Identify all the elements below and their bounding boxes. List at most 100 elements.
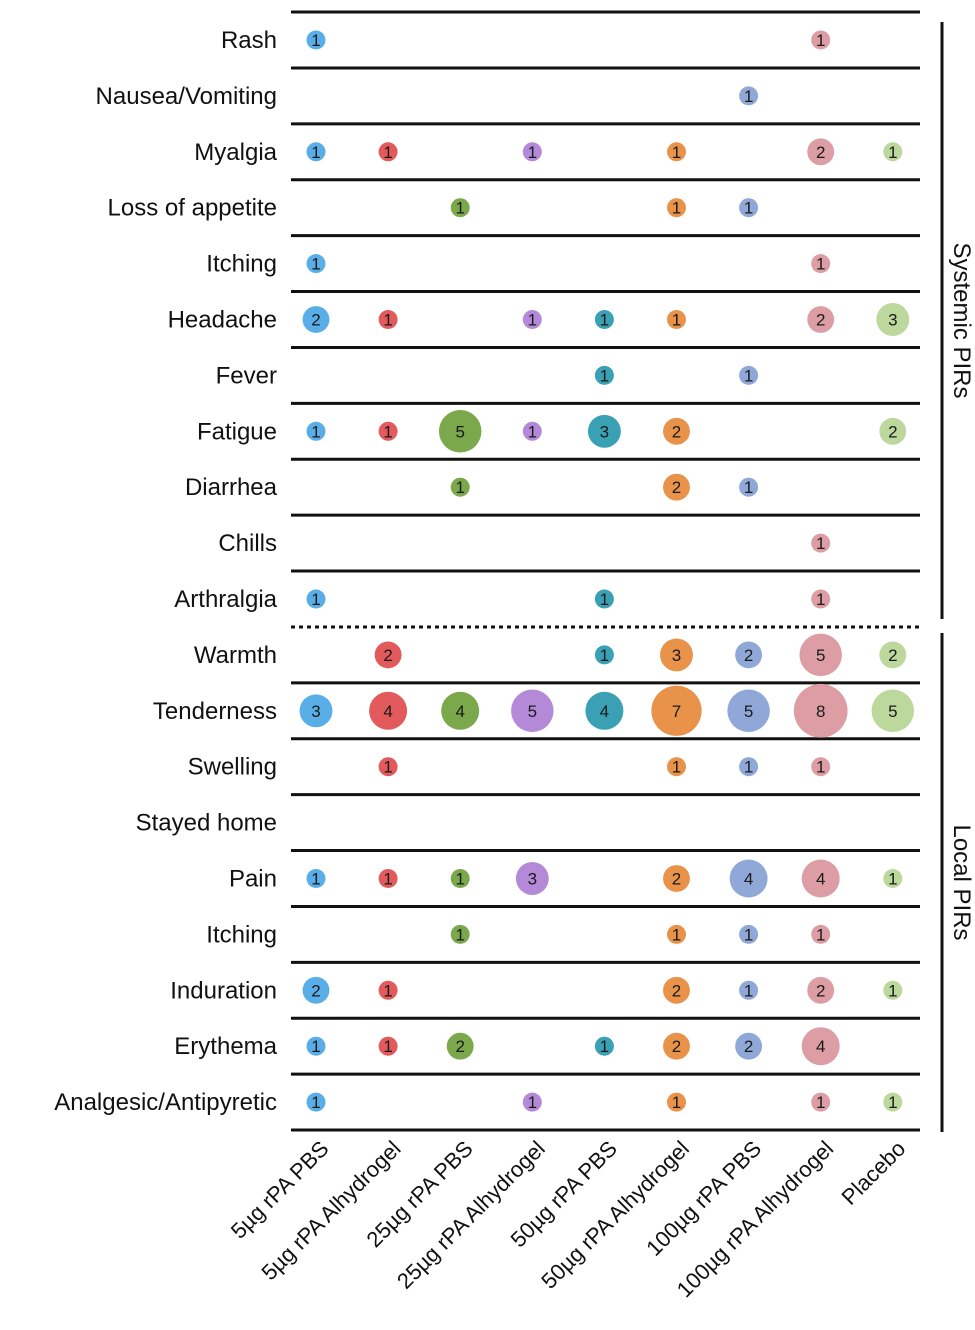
bubble-fatigue-5-g-rpa-pbs	[306, 421, 326, 441]
bubble-headache-50-g-rpa-alhydrogel	[667, 310, 686, 329]
bubble-value-label: 1	[744, 478, 753, 497]
bubble-pain-100-g-rpa-pbs	[729, 859, 768, 898]
bubble-value-label: 3	[528, 870, 537, 889]
row-label-fatigue: Fatigue	[197, 418, 277, 445]
row-label-warmth: Warmth	[194, 642, 277, 669]
bubble-value-label: 1	[816, 1093, 825, 1112]
bubble-itching-25-g-rpa-pbs	[450, 924, 470, 944]
bubble-arthralgia-50-g-rpa-pbs	[594, 589, 614, 609]
bubble-analgesic-antipyretic-5-g-rpa-pbs	[306, 1092, 326, 1112]
bubble-value-label: 1	[744, 199, 753, 218]
bubble-value-label: 1	[311, 870, 320, 889]
bubble-loss-of-appetite-25-g-rpa-pbs	[450, 198, 470, 218]
bubble-value-label: 2	[888, 646, 897, 665]
bubble-itching-100-g-rpa-alhydrogel	[811, 924, 831, 944]
row-label-rash: Rash	[221, 27, 277, 54]
bubble-value-label: 4	[816, 870, 825, 889]
column-label-placebo: Placebo	[836, 1136, 910, 1210]
bubble-value-label: 1	[383, 311, 392, 330]
bubble-erythema-100-g-rpa-pbs	[735, 1032, 763, 1060]
row-labels: Rash Nausea/Vomiting Myalgia Loss of appeti…	[54, 27, 277, 1116]
bubble-value-label: 4	[383, 702, 392, 721]
bubble-pain-5-g-rpa-pbs	[306, 869, 326, 888]
row-label-diarrhea: Diarrhea	[185, 474, 278, 501]
bubble-myalgia-50-g-rpa-alhydrogel	[667, 142, 686, 162]
bubble-fatigue-50-g-rpa-alhydrogel	[663, 417, 690, 445]
bubble-value-label: 1	[383, 981, 392, 1000]
bubble-value-label: 2	[311, 311, 320, 330]
bubble-value-label: 1	[672, 1093, 681, 1112]
bubble-value-label: 1	[816, 758, 825, 777]
bubble-value-label: 1	[383, 1037, 392, 1056]
bubble-value-label: 1	[383, 143, 392, 162]
bubble-loss-of-appetite-100-g-rpa-pbs	[739, 198, 759, 218]
bubble-tenderness-50-g-rpa-pbs	[585, 691, 624, 730]
bubble-pain-50-g-rpa-alhydrogel	[663, 865, 690, 892]
bubble-headache-50-g-rpa-pbs	[594, 310, 614, 329]
bubble-value-label: 1	[528, 311, 537, 330]
bubble-rash-5-g-rpa-pbs	[306, 30, 326, 50]
bubble-value-label: 2	[672, 870, 681, 889]
bubble-fatigue-25-g-rpa-pbs	[438, 410, 482, 453]
bubble-swelling-5-g-rpa-alhydrogel	[378, 757, 398, 777]
bubble-value-label: 1	[744, 87, 753, 106]
bubble-value-label: 1	[672, 925, 681, 944]
bubble-headache-25-g-rpa-alhydrogel	[522, 310, 542, 329]
bubble-value-label: 3	[600, 422, 609, 441]
bubble-induration-50-g-rpa-alhydrogel	[663, 976, 690, 1004]
bubble-value-label: 1	[311, 1093, 320, 1112]
row-label-headache: Headache	[168, 307, 277, 334]
bubbles: 1 1 1 1 1 1 1 2 1 1 1 1 1 1 2 1 1 1 1 2 3 1 1 1 1 5 1 3 2 2 1 2 1 1 1 1 1 2 1 3…	[299, 30, 915, 1112]
bubble-tenderness-50-g-rpa-alhydrogel	[651, 685, 702, 736]
bubble-value-label: 5	[455, 422, 464, 441]
bubble-value-label: 2	[888, 422, 897, 441]
bubble-itching-100-g-rpa-pbs	[739, 924, 759, 944]
row-label-swelling: Swelling	[188, 754, 277, 781]
bubble-warmth-5-g-rpa-alhydrogel	[374, 641, 402, 669]
bubble-value-label: 1	[311, 590, 320, 609]
bubble-erythema-25-g-rpa-pbs	[446, 1032, 474, 1060]
bubble-fatigue-placebo	[879, 417, 907, 445]
row-label-chills: Chills	[218, 530, 277, 557]
bubble-diarrhea-25-g-rpa-pbs	[450, 477, 470, 497]
bubble-induration-5-g-rpa-pbs	[302, 976, 330, 1004]
bubble-warmth-100-g-rpa-pbs	[735, 641, 763, 669]
bubble-swelling-100-g-rpa-pbs	[739, 757, 759, 777]
bubble-value-label: 1	[888, 870, 897, 889]
bubble-analgesic-antipyretic-50-g-rpa-alhydrogel	[667, 1092, 686, 1112]
bubble-value-label: 1	[816, 590, 825, 609]
bubble-fatigue-25-g-rpa-alhydrogel	[522, 421, 542, 441]
bubble-value-label: 2	[816, 981, 825, 1000]
bubble-headache-5-g-rpa-alhydrogel	[378, 310, 398, 329]
group-brackets: Systemic PIRs Local PIRs	[940, 22, 975, 1133]
bubble-value-label: 1	[311, 255, 320, 274]
bubble-value-label: 1	[816, 255, 825, 274]
bubble-induration-placebo	[883, 980, 903, 1000]
bubble-warmth-100-g-rpa-alhydrogel	[799, 633, 842, 677]
bubble-value-label: 2	[816, 143, 825, 162]
bubble-value-label: 1	[600, 646, 609, 665]
bubble-tenderness-5-g-rpa-pbs	[299, 694, 333, 728]
bubble-headache-100-g-rpa-alhydrogel	[807, 306, 835, 333]
bubble-value-label: 2	[672, 422, 681, 441]
bubble-value-label: 1	[528, 422, 537, 441]
bubble-value-label: 1	[600, 1037, 609, 1056]
bubble-value-label: 5	[816, 646, 825, 665]
bubble-value-label: 5	[528, 702, 537, 721]
group-label-local-pirs: Local PIRs	[948, 824, 975, 940]
bubble-value-label: 2	[455, 1037, 464, 1056]
bubble-value-label: 2	[383, 646, 392, 665]
bubble-chills-100-g-rpa-alhydrogel	[811, 533, 831, 553]
bubble-pain-5-g-rpa-alhydrogel	[378, 869, 398, 888]
bubble-myalgia-100-g-rpa-alhydrogel	[807, 138, 835, 166]
bubble-diarrhea-50-g-rpa-alhydrogel	[663, 473, 690, 501]
bubble-pain-25-g-rpa-pbs	[450, 869, 470, 888]
bubble-value-label: 1	[672, 311, 681, 330]
bubble-erythema-50-g-rpa-alhydrogel	[663, 1032, 690, 1060]
bubble-value-label: 1	[455, 199, 464, 218]
bubble-value-label: 2	[744, 1037, 753, 1056]
bubble-value-label: 2	[311, 981, 320, 1000]
row-label-tenderness: Tenderness	[153, 698, 277, 725]
bubble-induration-100-g-rpa-pbs	[739, 980, 759, 1000]
bubble-value-label: 1	[600, 366, 609, 385]
